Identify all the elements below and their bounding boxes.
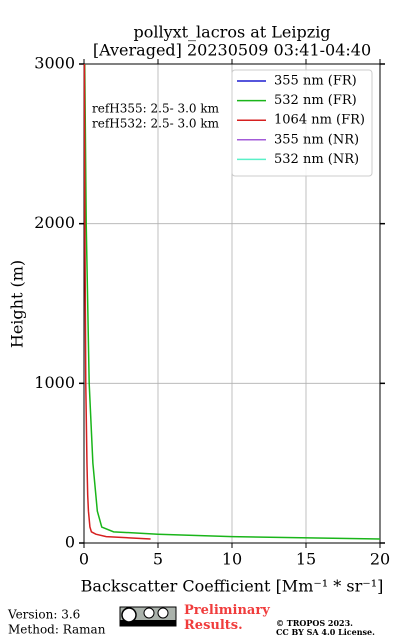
y-tick-label: 2000 — [34, 213, 75, 232]
license: CC BY SA 4.0 License. — [276, 627, 375, 637]
legend-label: 1064 nm (FR) — [274, 113, 365, 128]
profile-line — [83, 63, 151, 540]
x-tick-label: 0 — [79, 550, 89, 569]
chart-title: pollyxt_lacros at Leipzig — [133, 23, 330, 42]
x-axis-label: Backscatter Coefficient [Mm⁻¹ * sr⁻¹] — [81, 577, 384, 596]
x-tick-label: 5 — [153, 550, 163, 569]
annotation: refH355: 2.5- 3.0 km — [92, 102, 220, 116]
annotation: refH532: 2.5- 3.0 km — [92, 117, 220, 131]
status: Preliminary Results. — [184, 603, 270, 633]
y-tick-label: 3000 — [34, 54, 75, 73]
legend-label: 532 nm (NR) — [274, 152, 359, 167]
legend-label: 355 nm (FR) — [274, 74, 357, 89]
legend-label: 355 nm (NR) — [274, 132, 359, 147]
copyright: © TROPOS 2023. — [276, 618, 353, 628]
x-tick-label: 20 — [370, 550, 390, 569]
legend-box — [231, 69, 373, 177]
plot-frame — [83, 63, 381, 544]
profile-line — [83, 63, 381, 540]
y-tick-label: 1000 — [34, 373, 75, 392]
x-tick-label: 15 — [296, 550, 316, 569]
x-tick-label: 10 — [222, 550, 242, 569]
chart-subtitle: [Averaged] 20230509 03:41-04:40 — [93, 41, 371, 60]
cc-logo — [119, 606, 177, 627]
legend-label: 532 nm (FR) — [274, 93, 357, 108]
method: Method: Raman — [8, 623, 106, 637]
version: Version: 3.6 — [7, 608, 80, 622]
y-axis-label: Height (m) — [8, 260, 27, 348]
y-tick-label: 0 — [65, 533, 75, 552]
